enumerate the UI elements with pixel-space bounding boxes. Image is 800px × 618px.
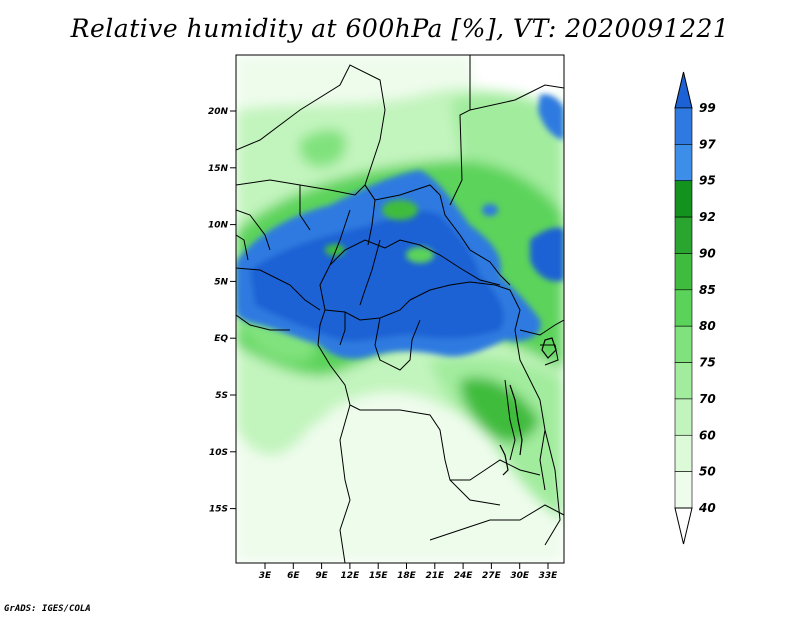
lat-label: 15S <box>209 505 228 515</box>
colorbar-segment <box>674 362 693 400</box>
colorbar-segment <box>674 216 693 254</box>
lon-label: 21E <box>425 571 445 581</box>
lon-label: 33E <box>539 571 559 581</box>
colorbar-segment <box>674 398 693 436</box>
colorbar-label: 97 <box>699 137 716 151</box>
lat-label: 15N <box>208 164 229 174</box>
lat-label: 5N <box>214 277 228 287</box>
colorbar: 99 97 95 92 90 85 80 75 70 60 50 40 <box>674 71 716 545</box>
colorbar-label: 95 <box>699 174 716 188</box>
colorbar-segment <box>674 144 693 182</box>
colorbar-label: 50 <box>699 465 716 479</box>
lon-label: 12E <box>341 571 361 581</box>
lon-label: 30E <box>510 571 530 581</box>
colorbar-label: 90 <box>699 246 716 260</box>
humidity-field <box>236 55 564 563</box>
lon-label: 3E <box>259 571 272 581</box>
colorbar-bottom-arrow <box>674 507 693 545</box>
lat-label: 20N <box>208 107 229 117</box>
colorbar-segment <box>674 471 693 509</box>
colorbar-label: 40 <box>698 501 716 515</box>
colorbar-label: 85 <box>699 283 716 297</box>
country-borders <box>236 55 564 563</box>
colorbar-label: 70 <box>699 392 716 406</box>
lat-label: 10N <box>208 221 229 231</box>
lat-label: 10S <box>209 448 228 458</box>
lat-label: 5S <box>215 391 228 401</box>
latitude-axis: 20N 15N 10N 5N EQ 5S 10S 15S <box>208 107 236 515</box>
lon-label: 6E <box>287 571 300 581</box>
lon-label: 15E <box>369 571 389 581</box>
colorbar-label: 75 <box>699 356 716 370</box>
colorbar-label: 60 <box>699 428 716 442</box>
map-title: Relative humidity at 600hPa [%], VT: 202… <box>70 14 730 43</box>
colorbar-segment <box>674 107 693 145</box>
colorbar-segment <box>674 434 693 472</box>
lon-label: 18E <box>397 571 417 581</box>
lat-label: EQ <box>214 334 228 344</box>
colorbar-label: 80 <box>699 319 716 333</box>
colorbar-label: 99 <box>699 101 716 115</box>
lon-label: 24E <box>454 571 474 581</box>
longitude-axis: 3E 6E 9E 12E 15E 18E 21E 24E 27E 30E 33E <box>259 563 558 581</box>
grads-credit: GrADS: IGES/COLA <box>4 604 91 614</box>
colorbar-segment <box>674 325 693 363</box>
map-frame <box>235 54 565 564</box>
colorbar-segment <box>674 180 693 218</box>
lakes <box>499 337 557 476</box>
colorbar-segment <box>674 289 693 327</box>
lon-label: 9E <box>315 571 328 581</box>
colorbar-segment <box>674 253 693 291</box>
colorbar-top-arrow <box>674 71 693 109</box>
lon-label: 27E <box>482 571 502 581</box>
colorbar-label: 92 <box>699 210 716 224</box>
